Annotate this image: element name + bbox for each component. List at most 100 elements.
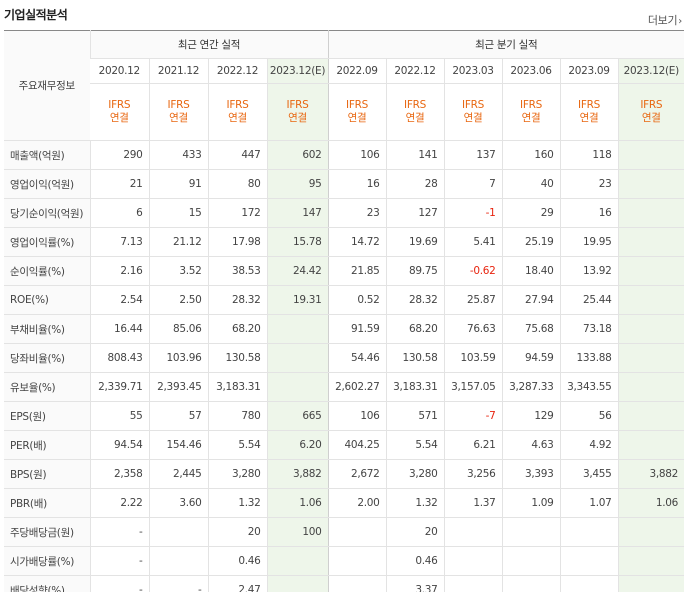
row-label: 영업이익률(%) [4,227,90,257]
table-cell: 290 [89,140,149,170]
table-cell: 20 [207,517,267,547]
table-cell [617,517,685,547]
table-cell: 54.46 [327,343,386,373]
table-cell [617,575,685,592]
table-cell: 16.44 [89,314,149,344]
table-cell: 433 [148,140,208,170]
table-cell: 1.32 [207,488,267,518]
accounting-standard-header: IFRS 연결 [501,83,560,141]
row-label: BPS(원) [4,459,90,489]
row-label: 당기순이익(억원) [4,198,90,228]
group-header-annual: 최근 연간 실적 [89,30,328,59]
table-cell: - [89,575,149,592]
table-cell: 2.00 [327,488,386,518]
accounting-standard-header: IFRS 연결 [385,83,444,141]
table-cell: 2,339.71 [89,372,149,402]
table-cell: 5.41 [443,227,502,257]
table-cell: 56 [559,401,618,431]
table-cell [443,546,502,576]
table-row: PBR(배) 2.22 3.60 1.32 1.06 2.00 1.32 1.37 1.09 1.… [4,488,685,518]
page-title: 기업실적분석 [4,8,68,22]
table-cell [266,343,328,373]
accounting-standard-header: IFRS 연결 [559,83,618,141]
table-cell: 130.58 [207,343,267,373]
consolidation-label: 연결 [169,112,188,124]
table-cell: 0.52 [327,285,386,315]
accounting-standard-header: IFRS 연결 [327,83,386,141]
table-cell [617,314,685,344]
table-cell [617,256,685,286]
accounting-standard-header: IFRS 연결 [148,83,208,141]
table-row: 주당배당금(원) -20 100 20 [4,517,685,547]
period-header: 2023.03 [443,58,502,84]
row-label: EPS(원) [4,401,90,431]
table-cell: 1.37 [443,488,502,518]
table-cell: 130.58 [385,343,444,373]
row-label: ROE(%) [4,285,90,315]
table-cell: 17.98 [207,227,267,257]
period-header: 2022.12 [207,58,267,84]
table-cell: 3,343.55 [559,372,618,402]
table-cell [327,546,386,576]
table-cell [327,517,386,547]
table-cell: 3.60 [148,488,208,518]
table-cell [617,372,685,402]
table-cell [266,575,328,592]
table-cell: 6.21 [443,430,502,460]
table-cell: 133.88 [559,343,618,373]
table-cell: 7 [443,169,502,199]
table-cell: 21.85 [327,256,386,286]
table-cell: 57 [148,401,208,431]
table-cell [617,169,685,199]
table-cell [617,343,685,373]
table-cell: 106 [327,401,386,431]
table-cell: 6.20 [266,430,328,460]
table-cell: - [89,546,149,576]
period-header: 2020.12 [90,58,149,84]
consolidation-label: 연결 [641,112,661,124]
table-cell: 780 [207,401,267,431]
more-link[interactable]: 더보기› [648,12,682,28]
table-row: 영업이익률(%) 7.13 21.12 17.98 15.78 14.72 19.69 5.4… [4,227,685,257]
table-cell: 68.20 [385,314,444,344]
table-cell [501,546,560,576]
table-cell: 25.87 [443,285,502,315]
table-cell: 3,157.05 [443,372,502,402]
table-cell [617,285,685,315]
table-cell: 808.43 [89,343,149,373]
table-cell: 91.59 [327,314,386,344]
table-cell: 21.12 [148,227,208,257]
period-header: 2023.09 [559,58,618,84]
table-cell: 103.96 [148,343,208,373]
table-cell: 172 [207,198,267,228]
table-cell: 3,183.31 [385,372,444,402]
period-header: 2023.06 [501,58,560,84]
period-header-row: 2020.12 2021.12 2022.12 2023.12(E) 2022.09 20… [4,58,685,84]
consolidation-label: 연결 [405,112,425,124]
table-cell: 6 [89,198,149,228]
period-header: 2021.12 [148,58,208,84]
table-cell: 75.68 [501,314,560,344]
table-cell: 3,287.33 [501,372,560,402]
table-row: EPS(원) 55 57 780 665 106 571 -7 129 56 [4,401,685,431]
table-row: 순이익률(%) 2.16 3.52 38.53 24.42 21.85 89.75 -0.62… [4,256,685,286]
table-cell: 2.22 [89,488,149,518]
accounting-standard-header: IFRS 연결 [90,83,149,141]
accounting-standard-label: IFRS [286,99,309,111]
consolidation-label: 연결 [579,112,599,124]
table-cell: 14.72 [327,227,386,257]
accounting-standard-label: IFRS [108,99,131,111]
table-cell: 25.19 [501,227,560,257]
table-cell [617,546,685,576]
table-body: 매출액(억원) 290 433 447 602 106 141 137 160 118 영업이익(억… [4,140,685,592]
table-row: 시가배당률(%) - 0.46 0.46 [4,546,685,576]
table-cell [617,401,685,431]
table-cell: 95 [266,169,328,199]
table-cell: 80 [207,169,267,199]
table-cell [559,546,618,576]
table-cell: -1 [443,198,502,228]
table-cell: 89.75 [385,256,444,286]
chevron-right-icon: › [678,16,682,27]
row-label: 당좌비율(%) [4,343,90,373]
table-cell: 23 [559,169,618,199]
